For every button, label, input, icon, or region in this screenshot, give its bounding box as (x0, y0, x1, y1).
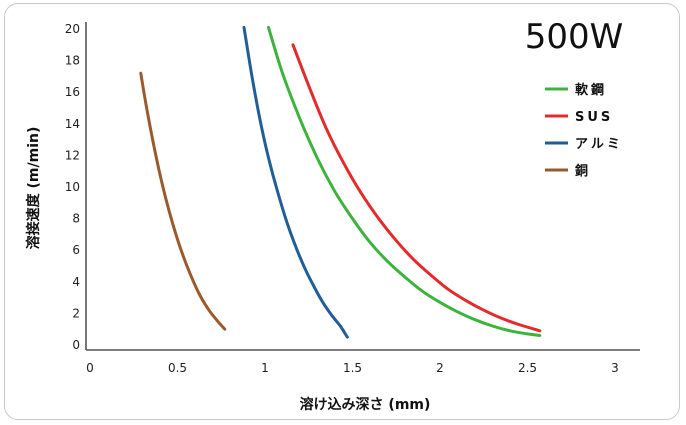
y-tick-label: 6 (72, 243, 80, 257)
x-tick-label: 1 (261, 361, 269, 375)
axes (85, 22, 640, 351)
y-tick-label: 12 (65, 148, 80, 162)
y-tick-label: 8 (72, 212, 80, 226)
y-tick-label: 18 (65, 54, 80, 68)
x-tick-label: 0.5 (168, 361, 187, 375)
y-tick-label: 14 (65, 117, 80, 131)
chart-title: 500W (525, 17, 624, 57)
x-tick-label: 0 (86, 361, 94, 375)
legend-label-sus: SUS (575, 110, 613, 125)
legend-label-copper: 銅 (575, 163, 591, 179)
series-line-sus (291, 43, 542, 333)
y-axis-title: 溶接速度 (m/min) (25, 127, 42, 250)
tick-labels: 0 0.5 1 1.5 2 2.5 3 0 2 4 6 8 10 12 14 16 18 20 (65, 22, 619, 375)
legend-label-mild-steel: 軟鋼 (575, 82, 607, 98)
y-tick-label: 10 (65, 180, 80, 194)
series-line-aluminum (242, 25, 349, 339)
x-tick-label: 2 (436, 361, 444, 375)
series-line-mild-steel (267, 25, 542, 337)
x-tick-label: 1.5 (343, 361, 362, 375)
y-tick-label: 0 (72, 338, 80, 352)
legend-label-aluminum: アルミ (575, 137, 623, 152)
y-tick-label: 4 (72, 275, 80, 289)
x-tick-label: 3 (611, 361, 619, 375)
y-tick-label: 2 (72, 306, 80, 320)
y-tick-label: 20 (65, 22, 80, 36)
series-lines (139, 25, 542, 339)
series-line-copper (139, 71, 227, 331)
y-tick-label: 16 (65, 85, 80, 99)
x-axis-title: 溶け込み深さ (mm) (300, 396, 431, 413)
x-tick-label: 2.5 (518, 361, 537, 375)
